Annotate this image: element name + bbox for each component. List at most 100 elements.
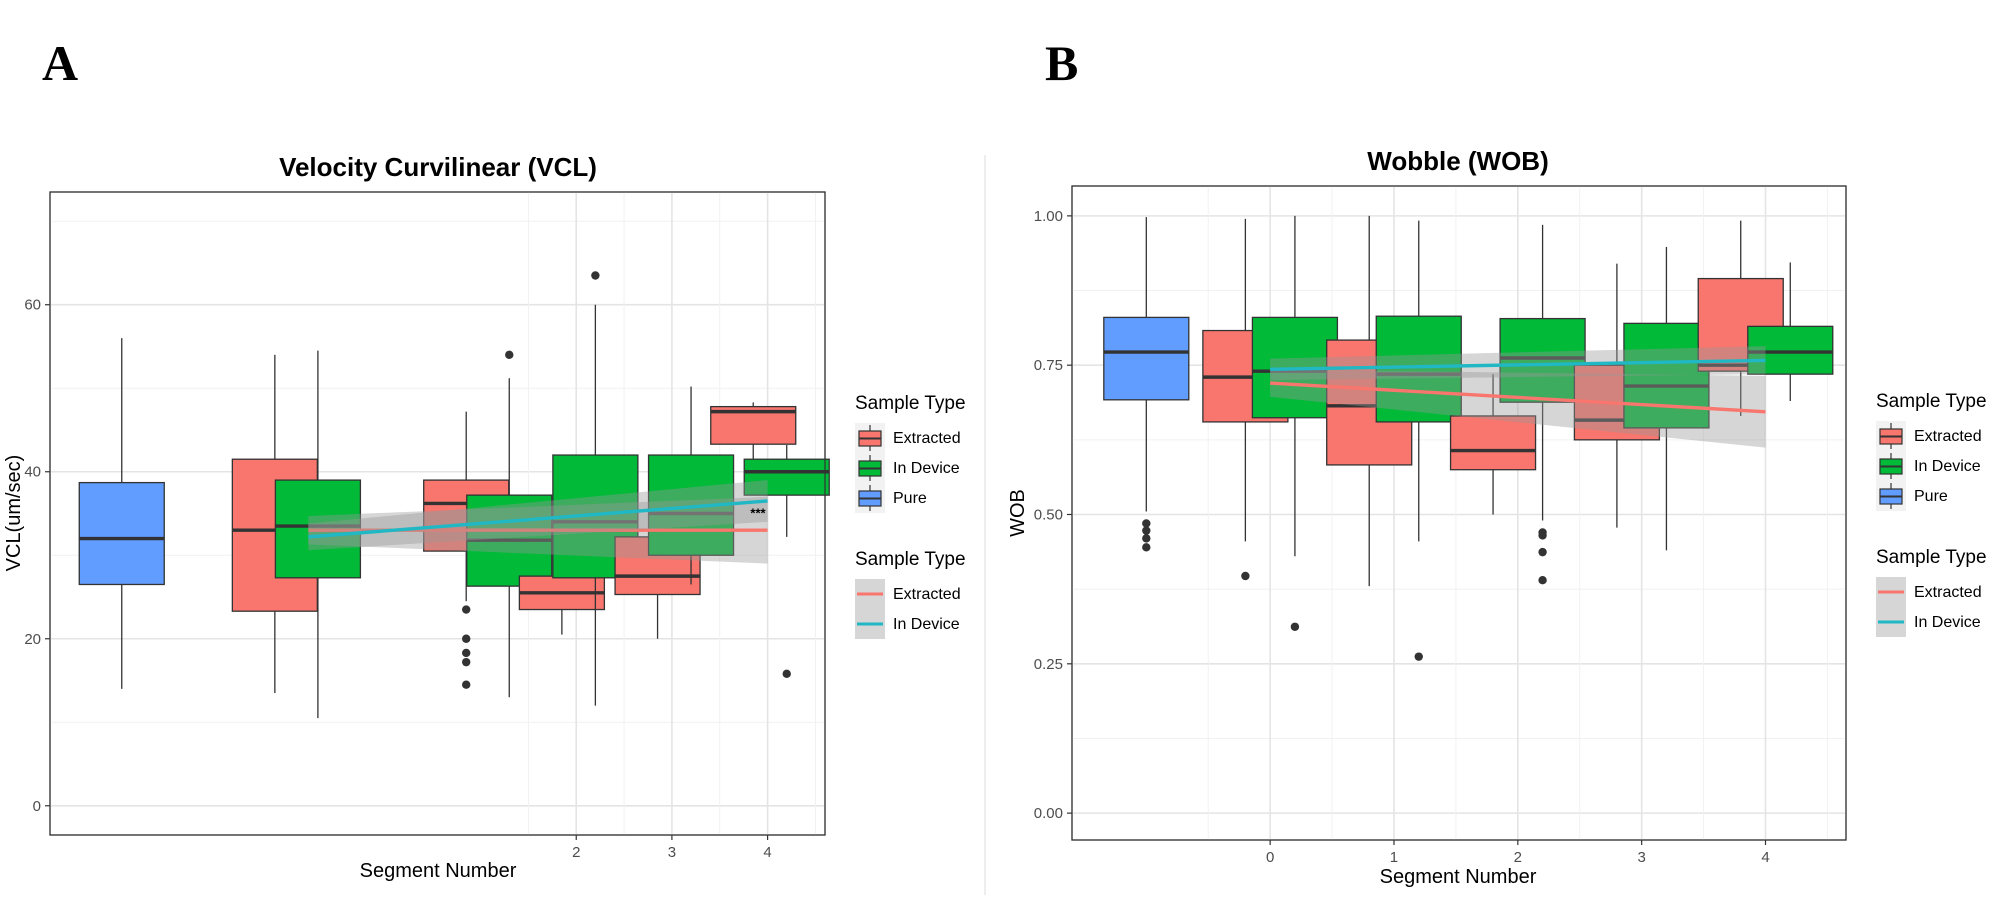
box-extracted-5 [518,559,606,635]
outlier-point [1142,519,1151,528]
legend-item-pure: Pure [1876,481,1948,511]
y-tick-label: 0.50 [1034,506,1063,523]
box-extracted-9 [710,402,797,493]
legend-label: In Device [1914,614,1981,631]
x-tick-label: 1 [1390,849,1398,866]
legend-item-extracted: Extracted [1876,577,1982,607]
box-in-device-10 [743,445,830,679]
outlier-point [1538,531,1547,540]
legend-label: Pure [893,490,927,507]
y-tick-label: 0.25 [1034,656,1063,673]
x-axis-title-b: Segment Number [1380,866,1537,888]
annotations-a: *** [750,506,766,521]
outlier-point [1414,652,1423,661]
legend-item-in-device: In Device [855,453,960,483]
x-tick-label: 2 [1514,849,1522,866]
significance-annotation: *** [750,506,766,521]
outlier-point [462,680,471,689]
legend-item-in-device: In Device [1876,607,1981,637]
y-tick-label: 20 [24,631,41,648]
box-body [1103,316,1190,401]
trend-line-extracted [1270,381,1766,414]
legend-line-a: Sample Type Extracted In Device [855,549,966,639]
legend-title: Sample Type [1876,547,1987,568]
chart-title-b: Wobble (WOB) [1367,146,1548,176]
x-tick-label: 4 [763,844,771,861]
legend-line-b: Sample Type Extracted In Device [1876,547,1987,637]
box-body [743,458,830,496]
box-body [1499,317,1586,403]
legend-label: In Device [893,616,960,633]
outlier-point [462,648,471,658]
outlier-point [462,634,471,643]
box-in-device-4 [466,350,553,698]
x-tick-label: 3 [668,844,676,861]
trend-lines-a [308,480,768,564]
outlier-point [462,657,471,667]
box-in-device-6 [1499,224,1586,585]
legend-item-in-device: In Device [855,609,960,639]
y-axis-a: 0 20 40 60 [24,297,50,815]
trend-line-in-device [1270,358,1766,372]
outlier-point [591,271,600,280]
boxes-a [78,271,830,719]
trend-lines-b [1270,346,1766,448]
y-axis-b: 0.00 0.25 0.50 0.75 1.00 [1034,208,1072,822]
plot-frame-a [49,191,826,836]
legend-title: Sample Type [1876,391,1987,412]
legend-box-a: Sample Type Extracted In Device Pure [855,393,966,513]
x-axis-title-a: Segment Number [360,860,517,882]
legend-label: Extracted [893,430,961,447]
y-axis-title-a: VCL(um/sec) [3,455,25,572]
legend-item-extracted: Extracted [855,423,961,453]
outlier-point [782,669,791,679]
ci-band-in-device [1270,346,1766,381]
legend-item-extracted: Extracted [1876,421,1982,451]
outlier-point [1142,543,1151,552]
outlier-point [1538,575,1547,585]
x-axis-a: 2 3 4 [572,835,772,861]
box-body [78,481,165,586]
outlier-point [462,605,471,614]
legend-title: Sample Type [855,549,966,570]
y-tick-label: 0.00 [1034,805,1063,822]
legend-label: Pure [1914,488,1948,505]
y-tick-label: 60 [24,297,41,314]
x-axis-b: 0 1 2 3 4 [1266,840,1770,866]
y-tick-label: 0.75 [1034,357,1063,374]
panel-label-a: A [42,35,78,91]
x-tick-label: 4 [1761,849,1769,866]
boxes-b [1103,215,1834,661]
box-pure-0 [1103,217,1190,552]
legend-label: In Device [893,460,960,477]
legend-item-pure: Pure [855,483,927,513]
box-body [1375,315,1462,423]
panel-a: A Velocity Curvilinear (VCL) *** 0 20 40 60… [3,35,966,882]
box-in-device-10 [1747,262,1834,402]
outlier-point [1241,571,1250,581]
trend-line-in-device [308,499,768,539]
outlier-point [1290,622,1300,631]
y-tick-label: 0 [33,798,41,815]
box-body [1747,325,1834,375]
box-body [1623,322,1710,429]
legend-item-extracted: Extracted [855,579,961,609]
plot-frame-b [1071,185,1847,841]
box-pure-0 [78,338,165,689]
x-tick-label: 3 [1637,849,1645,866]
box-in-device-4 [1375,220,1462,661]
panel-label-b: B [1045,35,1078,91]
ci-band-in-device [308,480,768,551]
legend-label: Extracted [893,586,961,603]
box-body [1449,415,1537,471]
outlier-point [505,350,514,360]
y-tick-label: 1.00 [1034,208,1063,225]
legend-label: Extracted [1914,428,1982,445]
y-tick-label: 40 [24,464,41,481]
panel-b: B Wobble (WOB) 0.00 0.25 0.50 0.75 1.00 0 1 2 3… [1007,35,1987,888]
legend-label: Extracted [1914,584,1982,601]
outlier-point [1538,547,1547,557]
y-axis-title-b: WOB [1007,489,1029,537]
legend-box-b: Sample Type Extracted In Device Pure [1876,391,1987,511]
